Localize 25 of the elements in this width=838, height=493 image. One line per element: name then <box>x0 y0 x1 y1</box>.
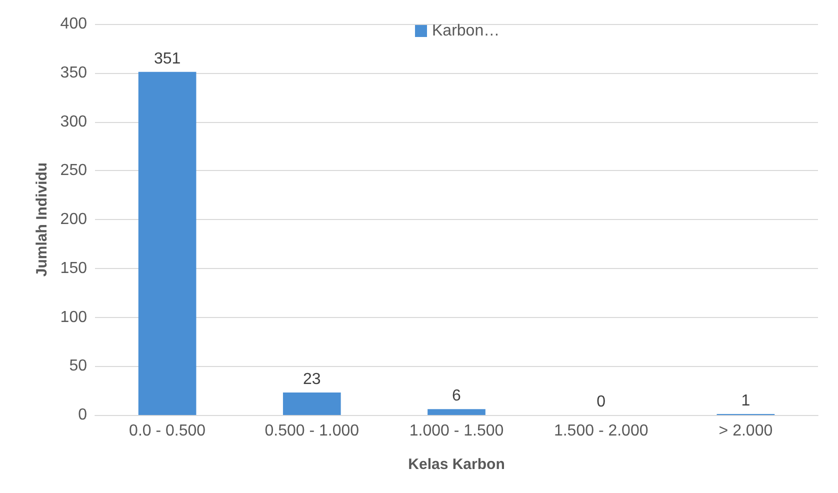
y-tick-label: 400 <box>60 16 88 32</box>
y-tick-label: 250 <box>60 162 88 180</box>
y-tick-label: 300 <box>60 113 88 130</box>
data-label: 23 <box>303 371 321 388</box>
data-label: 1 <box>741 392 750 410</box>
x-tick-label: 0.0 - 0.500 <box>129 422 206 440</box>
y-tick-label: 200 <box>60 211 88 228</box>
x-axis-title: Kelas Karbon <box>408 456 505 473</box>
y-tick-label: 0 <box>78 406 88 424</box>
x-tick-label: 1.000 - 1.500 <box>409 422 504 440</box>
x-tick-label: 0.500 - 1.000 <box>264 422 360 440</box>
data-label: 351 <box>154 50 181 68</box>
bar <box>428 409 486 415</box>
y-tick-label: 350 <box>60 64 88 82</box>
x-tick-label: > 2.000 <box>718 422 773 440</box>
x-tick-label: 1.500 - 2.000 <box>554 422 648 440</box>
data-label: 0 <box>596 394 606 410</box>
y-axis-title: Jumlah Individu <box>33 162 50 277</box>
y-tick-label: 50 <box>69 358 88 375</box>
legend-label: Karbon… <box>432 22 500 40</box>
bar <box>282 392 341 415</box>
y-tick-label: 100 <box>60 308 88 326</box>
y-tick-label: 150 <box>60 260 88 277</box>
bar <box>138 72 196 415</box>
data-label: 6 <box>452 388 462 405</box>
